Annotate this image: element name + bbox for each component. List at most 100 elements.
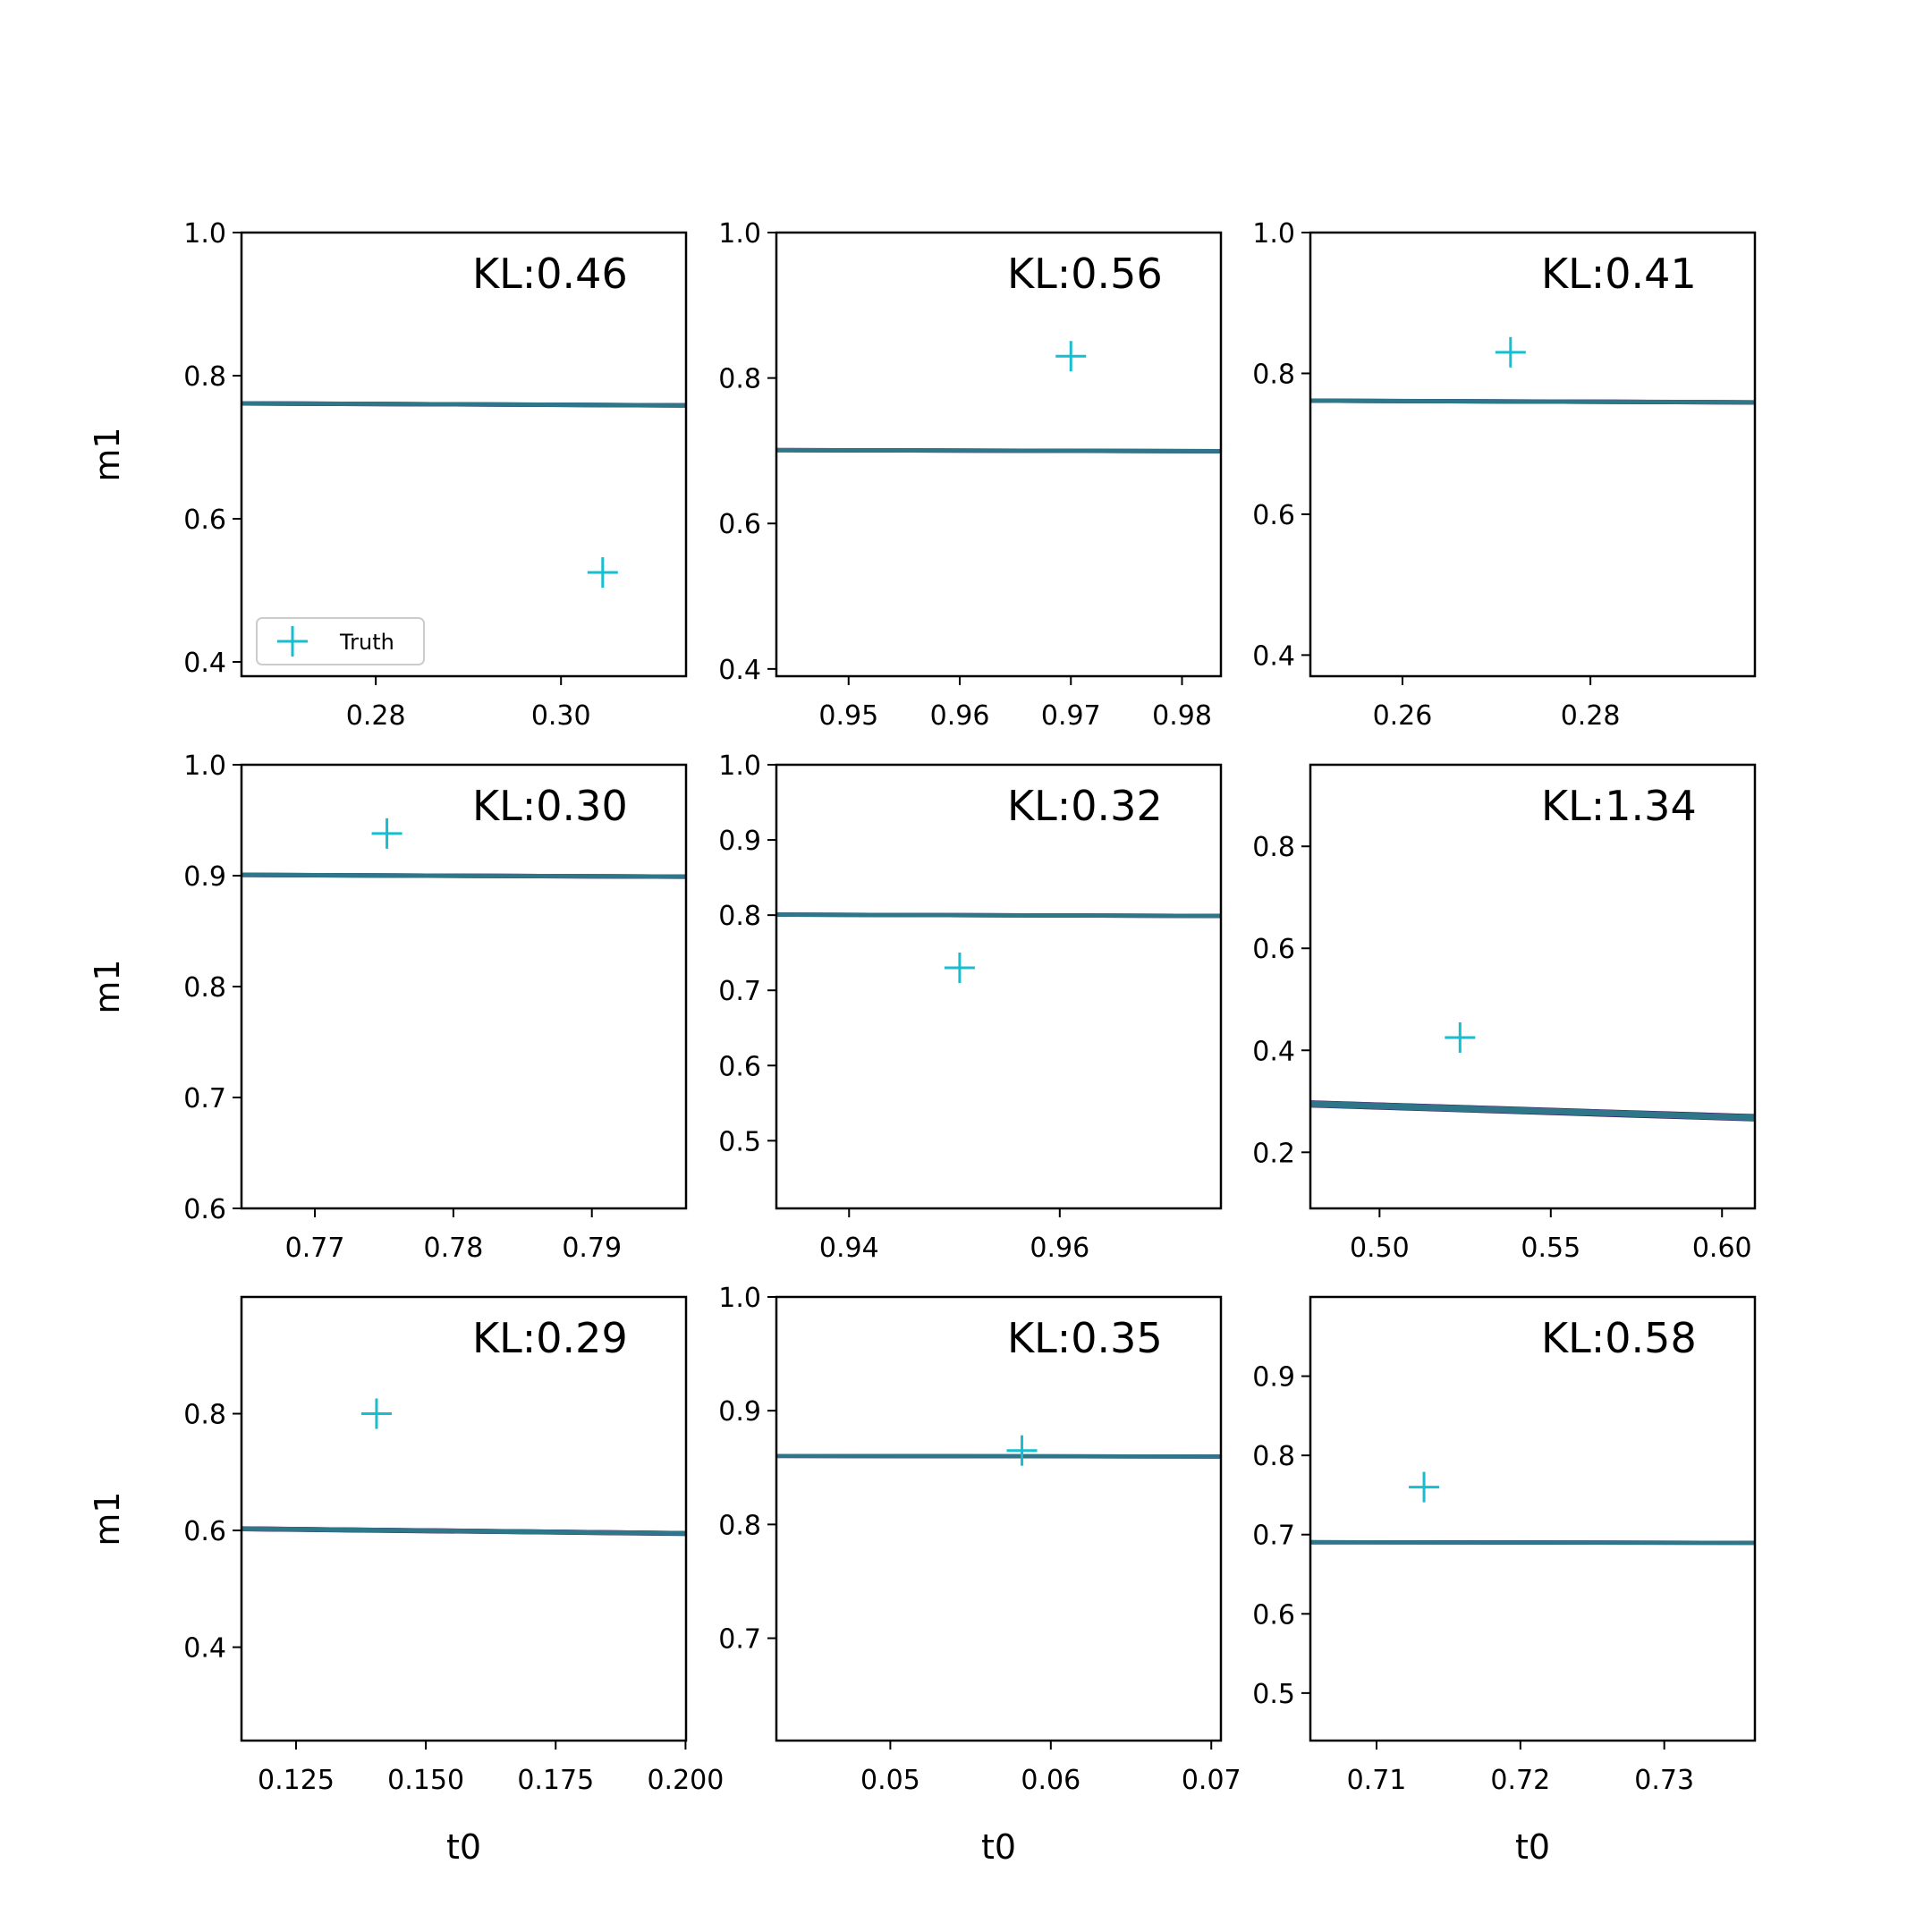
x-tick-label: 0.55 bbox=[1521, 1233, 1580, 1264]
contour-inner bbox=[242, 1526, 686, 1536]
truth-marker bbox=[587, 557, 618, 588]
x-tick-label: 0.96 bbox=[1030, 1233, 1089, 1264]
axes-frame bbox=[775, 763, 1223, 1210]
x-axis-label: t0 bbox=[446, 1827, 481, 1867]
kl-annotation: KL:1.34 bbox=[1541, 782, 1697, 830]
subplot-3: 0.26 0.28 0.4 0.6 0.8 1.0 KL:0.41 bbox=[1252, 218, 1757, 732]
x-tick-label: 0.200 bbox=[647, 1765, 724, 1796]
y-tick-label: 1.0 bbox=[718, 1283, 761, 1314]
x-tick-label: 0.95 bbox=[818, 700, 878, 732]
y-tick-label: 0.7 bbox=[1252, 1521, 1295, 1552]
x-tick-label: 0.72 bbox=[1490, 1765, 1550, 1796]
kl-annotation: KL:0.35 bbox=[1007, 1314, 1163, 1362]
x-tick-label: 0.94 bbox=[819, 1233, 879, 1264]
y-axis-label: m1 bbox=[88, 1491, 127, 1546]
contour-outer bbox=[1310, 1539, 1755, 1546]
truth-marker bbox=[360, 1398, 392, 1429]
y-tick-label: 0.4 bbox=[1252, 1036, 1295, 1067]
x-tick-label: 0.125 bbox=[258, 1765, 335, 1796]
subplot-5: 0.94 0.96 0.5 0.6 0.7 0.8 0.9 1.0 KL:0.32 bbox=[718, 750, 1223, 1264]
subplot-7: 0.125 0.150 0.175 0.200 0.4 0.6 0.8 KL:0.29 m1 t0 bbox=[88, 1295, 724, 1867]
y-tick-label: 0.6 bbox=[183, 1194, 226, 1225]
truth-marker bbox=[371, 818, 402, 849]
y-tick-label: 0.6 bbox=[1252, 500, 1295, 531]
x-tick-label: 0.60 bbox=[1692, 1233, 1752, 1264]
axes-frame bbox=[1309, 1295, 1757, 1742]
truth-marker bbox=[944, 952, 975, 983]
contour-middle bbox=[1310, 1539, 1755, 1546]
y-tick-label: 0.9 bbox=[718, 1396, 761, 1428]
contour-inner bbox=[1310, 398, 1755, 405]
subplot-8: 0.05 0.06 0.07 0.7 0.8 0.9 1.0 KL:0.35 t0 bbox=[718, 1283, 1241, 1867]
contour-inner bbox=[1310, 1100, 1755, 1122]
x-tick-label: 0.73 bbox=[1634, 1765, 1694, 1796]
axes-frame bbox=[1309, 231, 1757, 678]
density-fill-dark bbox=[1310, 400, 1755, 403]
y-tick-label: 0.8 bbox=[718, 1510, 761, 1541]
y-tick-label: 0.8 bbox=[183, 1400, 226, 1431]
contour-middle bbox=[1310, 1100, 1755, 1122]
density-fill-mid bbox=[242, 1528, 686, 1534]
contour-inner bbox=[1310, 1539, 1755, 1546]
truth-marker bbox=[1055, 341, 1087, 372]
kl-annotation: KL:0.32 bbox=[1007, 782, 1163, 830]
density-fill-dark bbox=[1310, 1542, 1755, 1543]
x-tick-label: 0.79 bbox=[562, 1233, 622, 1264]
axes-frame bbox=[1309, 763, 1757, 1210]
x-axis-label: t0 bbox=[1515, 1827, 1550, 1867]
kl-annotation: KL:0.29 bbox=[472, 1314, 628, 1362]
subplot-6: 0.50 0.55 0.60 0.2 0.4 0.6 0.8 KL:1.34 bbox=[1252, 763, 1757, 1264]
subplot-9: 0.71 0.72 0.73 0.5 0.6 0.7 0.8 0.9 KL:0.58 t0 bbox=[1252, 1295, 1757, 1867]
x-tick-label: 0.96 bbox=[930, 700, 990, 732]
y-tick-label: 0.8 bbox=[1252, 832, 1295, 863]
y-tick-label: 0.9 bbox=[1252, 1362, 1295, 1394]
y-tick-label: 0.6 bbox=[1252, 1599, 1295, 1631]
y-tick-label: 0.8 bbox=[718, 901, 761, 932]
density-fill-dark bbox=[776, 1455, 1221, 1457]
density-fill-dark bbox=[242, 1528, 686, 1534]
y-tick-label: 1.0 bbox=[718, 218, 761, 250]
contour-outer bbox=[1310, 1100, 1755, 1122]
kl-annotation: KL:0.46 bbox=[472, 250, 628, 298]
x-tick-label: 0.05 bbox=[860, 1765, 920, 1796]
y-tick-label: 0.8 bbox=[718, 364, 761, 395]
density-fill-mid bbox=[776, 450, 1221, 452]
density-fill-light bbox=[1310, 1102, 1755, 1120]
contour-middle bbox=[776, 447, 1221, 453]
y-tick-label: 0.8 bbox=[1252, 1441, 1295, 1472]
contour-middle bbox=[242, 1526, 686, 1537]
y-tick-label: 0.4 bbox=[183, 1633, 226, 1665]
x-tick-label: 0.78 bbox=[423, 1233, 483, 1264]
x-tick-label: 0.77 bbox=[285, 1233, 345, 1264]
kl-annotation: KL:0.41 bbox=[1541, 250, 1697, 298]
y-tick-label: 0.6 bbox=[183, 1516, 226, 1547]
y-tick-label: 0.8 bbox=[183, 361, 226, 393]
truth-marker bbox=[1495, 336, 1526, 368]
y-axis-label: m1 bbox=[88, 427, 127, 481]
y-tick-label: 1.0 bbox=[718, 750, 761, 782]
y-tick-label: 0.8 bbox=[1252, 359, 1295, 390]
y-tick-label: 0.4 bbox=[718, 655, 761, 686]
y-tick-label: 0.7 bbox=[718, 1624, 761, 1656]
x-tick-label: 0.06 bbox=[1021, 1765, 1080, 1796]
x-tick-label: 0.07 bbox=[1182, 1765, 1241, 1796]
y-tick-label: 0.6 bbox=[718, 509, 761, 540]
truth-marker bbox=[1445, 1022, 1476, 1054]
axes-frame bbox=[240, 1295, 688, 1742]
density-fill-dark bbox=[776, 450, 1221, 452]
y-tick-label: 0.4 bbox=[183, 648, 226, 679]
density-fill-dark bbox=[1310, 1102, 1755, 1119]
y-tick-label: 0.7 bbox=[718, 976, 761, 1007]
contour-middle bbox=[1310, 398, 1755, 405]
y-axis-label: m1 bbox=[88, 959, 127, 1013]
density-fill-mid bbox=[1310, 1102, 1755, 1120]
x-tick-label: 0.28 bbox=[1561, 700, 1621, 732]
y-tick-label: 0.7 bbox=[183, 1083, 226, 1114]
density-fill-dark bbox=[776, 914, 1221, 917]
x-tick-label: 0.98 bbox=[1152, 700, 1212, 732]
axes-frame bbox=[240, 763, 688, 1210]
y-tick-label: 0.5 bbox=[1252, 1679, 1295, 1710]
x-tick-label: 0.71 bbox=[1347, 1765, 1407, 1796]
y-tick-label: 1.0 bbox=[1252, 218, 1295, 250]
